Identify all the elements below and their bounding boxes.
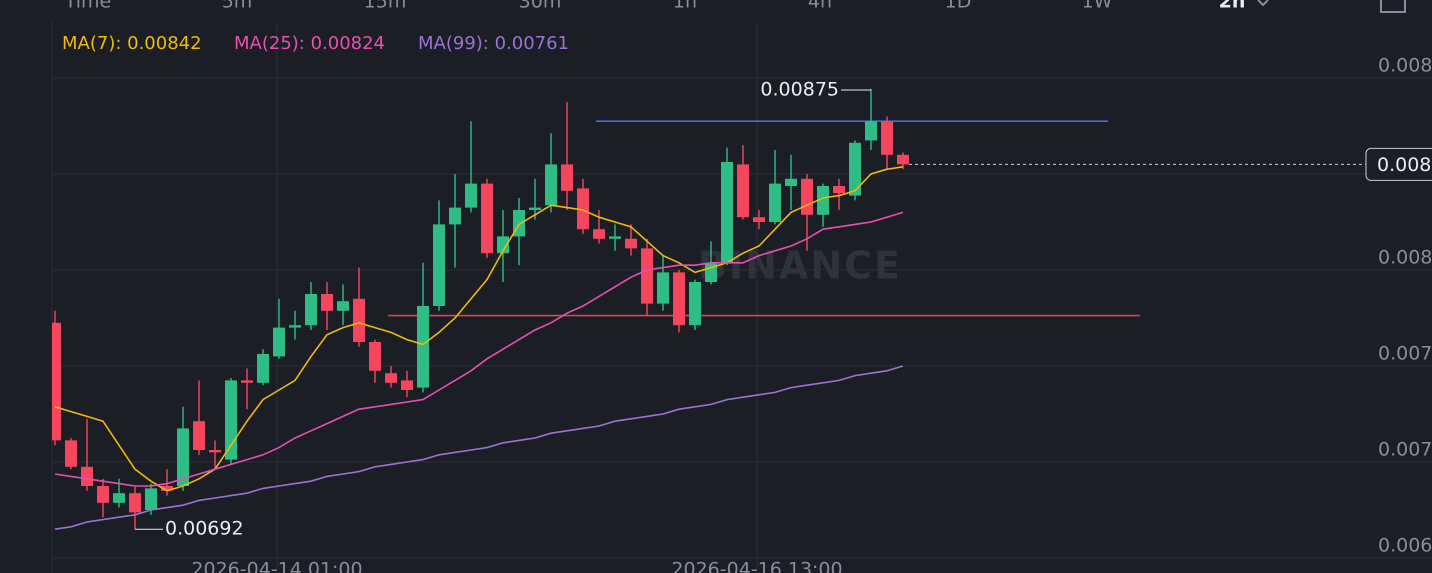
candle-body	[113, 493, 125, 503]
layout-icon[interactable]	[1380, 0, 1406, 13]
last-price-label: 0.008	[1377, 154, 1431, 176]
max-leader	[841, 89, 872, 91]
min-price-label: 0.00692	[165, 518, 244, 540]
candle-body	[225, 380, 237, 460]
interval-tab[interactable]: 5m	[222, 0, 253, 13]
candle-body	[193, 421, 205, 450]
candle-body	[52, 322, 61, 441]
interval-tab[interactable]: 30m	[519, 0, 562, 13]
y-tick-label: 0.007	[1378, 439, 1432, 461]
interval-tab[interactable]: 1h	[673, 0, 697, 13]
candle-body	[801, 178, 813, 215]
candle-body	[609, 236, 621, 239]
candle-body	[881, 121, 893, 155]
y-tick-label: 0.008	[1378, 55, 1432, 77]
ma-line	[54, 365, 904, 530]
candle-body	[273, 327, 285, 357]
candle-body	[625, 238, 637, 249]
candle-body	[641, 248, 653, 304]
candle-body	[497, 236, 509, 254]
candle-body	[769, 183, 781, 222]
candle-body	[865, 121, 877, 141]
candle-body	[849, 142, 861, 196]
last-price-box	[1365, 147, 1432, 181]
candle-body	[369, 342, 381, 371]
candle-body	[721, 162, 733, 263]
candle-body	[401, 380, 413, 390]
candle-body	[593, 229, 605, 239]
candle-body	[65, 440, 77, 467]
candle-body	[897, 154, 909, 165]
candle-body	[417, 306, 429, 388]
candle-body	[465, 183, 477, 208]
interval-tabs: Time 5m 15m 30m 1h 4h 1D 1W 2h	[64, 0, 1269, 13]
ma-line	[54, 211, 904, 487]
interval-tab[interactable]: 1W	[1082, 0, 1113, 13]
candle-body	[321, 294, 333, 311]
candle-body	[177, 428, 189, 486]
candle-body	[545, 164, 557, 206]
candle-body	[673, 272, 685, 326]
candle-body	[81, 466, 93, 486]
x-tick-label: 2026-04-16 13:00	[671, 559, 842, 573]
icon-frame	[1380, 0, 1406, 13]
x-tick-label: 2026-04-14 01:00	[191, 559, 362, 573]
y-tick-label: 0.008	[1378, 247, 1432, 269]
candle-body	[257, 354, 269, 383]
y-tick-label: 0.006	[1378, 535, 1432, 557]
candle-body	[305, 294, 317, 326]
plot	[52, 89, 1140, 530]
legend-entry: MA(99): 0.00761	[418, 33, 569, 54]
candle-body	[353, 298, 365, 342]
candle-body	[481, 183, 493, 254]
ma-line	[54, 166, 904, 492]
interval-tab[interactable]: 15m	[364, 0, 407, 13]
interval-tab[interactable]: Time	[64, 0, 112, 13]
max-price-label: 0.00875	[760, 79, 839, 101]
candle-body	[209, 450, 221, 453]
candle-body	[577, 188, 589, 230]
candle-body	[689, 282, 701, 326]
candle-body	[289, 325, 301, 328]
legend-entry: MA(7): 0.00842	[62, 33, 202, 54]
dropdown-caret	[1257, 0, 1269, 7]
legend-entry: MA(25): 0.00824	[234, 33, 385, 54]
candle-body	[449, 207, 461, 225]
candle-body	[753, 217, 765, 222]
candle-body	[561, 164, 573, 191]
interval-tab[interactable]: 4h	[808, 0, 832, 13]
candle-body	[833, 186, 845, 194]
candle-body	[385, 373, 397, 383]
legend: MA(7): 0.00842 MA(25): 0.00824 MA(99): 0.0…	[62, 33, 569, 54]
candle-body	[241, 380, 253, 383]
y-tick-label: 0.007	[1378, 343, 1432, 365]
candle-body	[161, 486, 173, 491]
candle-body	[129, 493, 141, 513]
candle-body	[705, 262, 717, 282]
interval-tab[interactable]: 2h	[1219, 0, 1246, 13]
candle-body	[97, 486, 109, 503]
candle-body	[737, 164, 749, 218]
interval-tab[interactable]: 1D	[945, 0, 972, 13]
candle-body	[529, 207, 541, 210]
candle-body	[145, 488, 157, 510]
candle-body	[785, 178, 797, 186]
candle-body	[817, 186, 829, 215]
candle-body	[433, 224, 445, 306]
candle-body	[657, 272, 669, 304]
candle-body	[337, 301, 349, 311]
